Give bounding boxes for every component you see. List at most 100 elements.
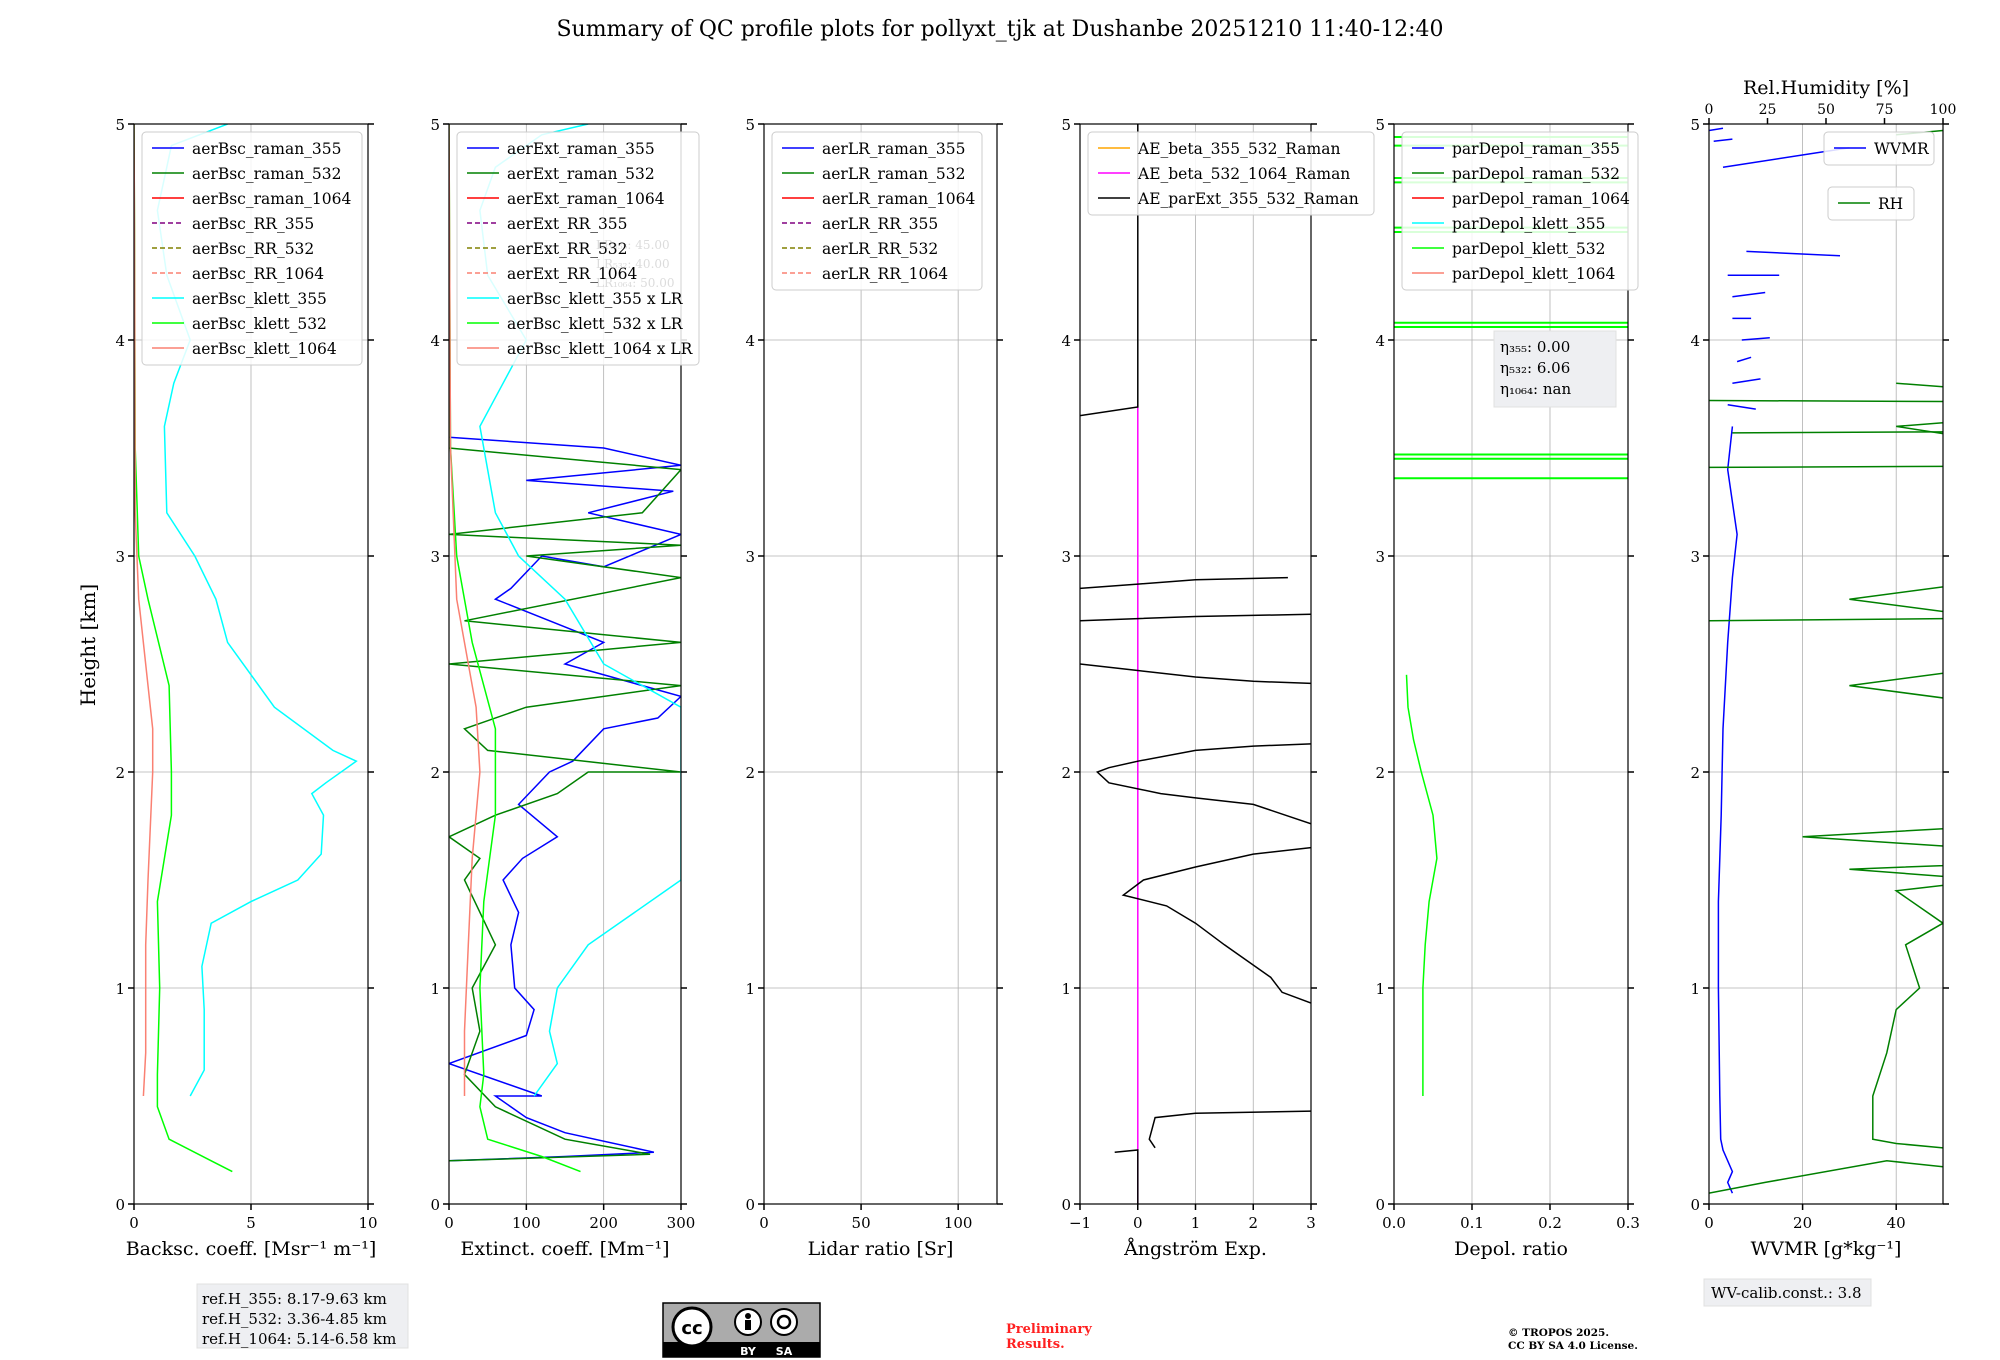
series-aerbsc-klett-532-x-lr [449,124,581,1173]
legend-label: aerBsc_klett_532 x LR [507,315,684,333]
panel-5: 0 1 2 3 4 5 0.0 0.1 0.2 0.3 Depol. ratio parDepol_r… [1375,116,1639,1260]
legend-label: aerLR_RR_1064 [822,265,948,283]
y-tick-label: 4 [430,332,440,350]
legend-label: aerBsc_RR_532 [192,240,314,258]
series-ae-parext-355-532-raman-segment [1114,1149,1139,1204]
wv-calib-box: WV-calib.const.: 3.8 [1703,1278,1872,1307]
y-tick-label: 0 [430,1196,440,1214]
plot-frame [1393,123,1629,1205]
sa-text: SA [776,1345,793,1358]
plot-frame [763,123,998,1205]
cc-text: cc [681,1318,702,1339]
x2-tick-label: 25 [1759,102,1777,118]
legend: aerExt_raman_355 aerExt_raman_532 aerExt_r… [456,131,700,366]
series-aerbsc-klett-1064 [134,124,154,1097]
x-axis-label: WVMR [g*kg⁻¹] [1751,1238,1902,1260]
x-tick-label: 20 [1793,1214,1812,1232]
x-axis-label: Extinct. coeff. [Mm⁻¹] [460,1238,669,1260]
by-text: BY [740,1345,757,1358]
y-tick-label: 1 [1690,980,1700,998]
y-tick-label: 3 [115,548,125,566]
legend-label: aerBsc_RR_1064 [192,265,324,283]
series-aerext-raman-355 [449,436,681,1162]
y-tick-label: 2 [115,764,125,782]
y-tick-label: 1 [115,980,125,998]
y-tick-label: 4 [1375,332,1385,350]
series-wvmr-upper-segments-segment [1741,337,1770,341]
x-tick-label: 0 [1133,1214,1143,1232]
x-tick-label: 0 [444,1214,454,1232]
x2-axis-label: Rel.Humidity [%] [1743,77,1909,99]
x-axis-label: Ångström Exp. [1123,1238,1267,1260]
legend-label: aerBsc_raman_532 [192,165,342,183]
y-tick-label: 0 [115,1196,125,1214]
y-tick-label: 1 [1375,980,1385,998]
legend-label: WVMR [1874,140,1930,158]
x-tick-label: 1 [1191,1214,1201,1232]
y-tick-label: 1 [1061,980,1071,998]
legend: parDepol_raman_355 parDepol_raman_532 parD… [1401,131,1639,291]
legend-label: aerBsc_raman_1064 [192,190,352,208]
plot-frame [1708,123,1944,1205]
y-tick-label: 1 [745,980,755,998]
y-axis-label: Height [km] [76,584,100,706]
series-rh [1709,382,1943,1194]
y-tick-label: 5 [115,116,125,134]
series-ae-parext-355-532-raman-segment [1080,663,1311,685]
y-tick-label: 0 [745,1196,755,1214]
x-tick-label: 50 [852,1214,871,1232]
legend-label: parDepol_klett_355 [1452,215,1605,233]
y-tick-label: 1 [430,980,440,998]
y-tick-label: 5 [430,116,440,134]
lr-label: LR₃₅₅: 45.00 [596,238,670,252]
legend-label: AE_parExt_355_532_Raman [1137,190,1359,208]
y-tick-label: 3 [430,548,440,566]
eta-label: η₃₅₅: 0.00 [1500,338,1570,356]
y-tick-label: 4 [115,332,125,350]
plot-frame [448,123,682,1205]
legend-label: aerLR_raman_1064 [822,190,975,208]
x-axis-label: Depol. ratio [1454,1238,1568,1260]
legend-label: aerBsc_klett_355 x LR [507,290,684,308]
legend-wvmr: WVMR [1823,131,1935,166]
series-ae-parext-355-532-raman-segment [1095,743,1311,825]
series-ae-parext-355-532-raman-segment [1080,124,1139,417]
y-tick-label: 3 [1375,548,1385,566]
legend-label: aerBsc_klett_1064 [192,340,337,358]
series-aerext-raman-532 [449,447,681,1162]
x-tick-label: 300 [667,1214,696,1232]
legend-label: aerExt_raman_355 [507,140,655,158]
series-rh-upper-segments-segment [1732,431,1943,434]
preliminary-line-2: Results. [1006,1337,1065,1352]
series-wvmr-upper-segments-segment [1713,138,1733,143]
x-tick-label: 10 [358,1214,377,1232]
y-tick-label: 2 [430,764,440,782]
y-tick-label: 0 [1375,1196,1385,1214]
legend-label: aerBsc_klett_355 [192,290,327,308]
series-ae-parext-355-532-raman-segment [1080,576,1288,590]
x-tick-label: 100 [512,1214,541,1232]
legend: AE_beta_355_532_Raman AE_beta_532_1064_Ra… [1087,131,1375,216]
legend-label: parDepol_klett_1064 [1452,265,1615,283]
x2-tick-label: 75 [1876,102,1894,118]
legend-label: aerExt_RR_1064 [507,265,638,283]
eta-label: η₁₀₆₄: nan [1500,380,1571,398]
legend-label: aerBsc_RR_355 [192,215,314,233]
figure-title: Summary of QC profile plots for pollyxt_… [556,17,1443,42]
legend-label: aerBsc_klett_532 [192,315,327,333]
series-wvmr-upper-segments-segment [1746,250,1841,257]
x-tick-label: 3 [1306,1214,1316,1232]
series-rh-upper-segments-segment [1709,617,1943,622]
y-tick-label: 2 [1061,764,1071,782]
x-tick-label: 2 [1248,1214,1258,1232]
legend: aerLR_raman_355 aerLR_raman_532 aerLR_rama… [771,131,983,291]
y-tick-label: 4 [745,332,755,350]
series-ae-parext-355-532-raman-segment [1121,846,1311,1004]
legend-label: aerBsc_raman_355 [192,140,342,158]
x-tick-label: 0 [1704,1214,1714,1232]
copyright-line-1: © TROPOS 2025. [1508,1327,1609,1339]
